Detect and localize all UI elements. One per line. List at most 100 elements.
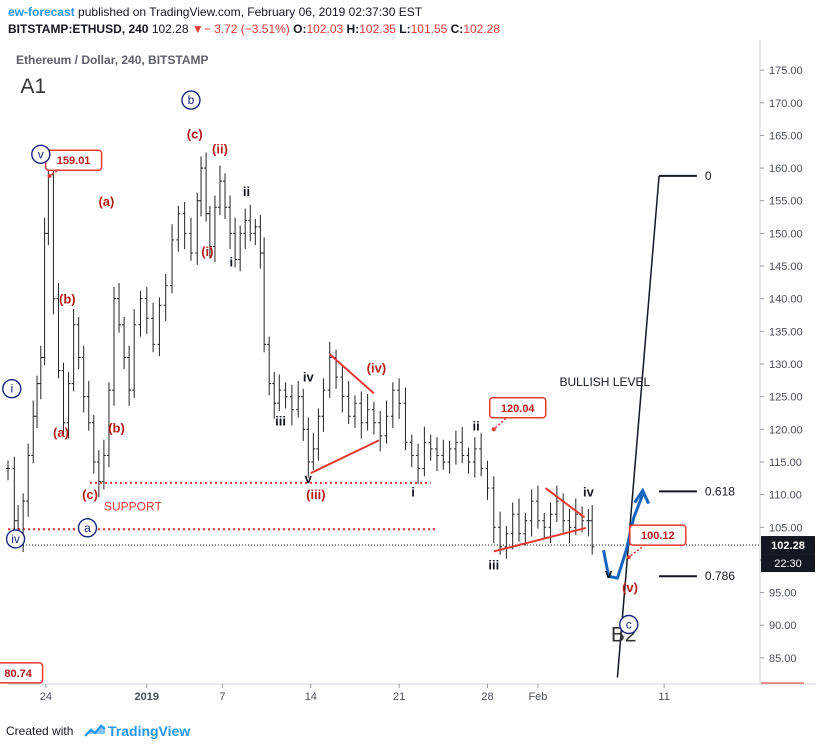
wave-label: (ii) bbox=[212, 142, 228, 157]
callout-dot bbox=[626, 555, 631, 560]
wave-label: (c) bbox=[187, 127, 203, 142]
price-callout-text: 120.04 bbox=[501, 403, 536, 415]
x-tick-label: 28 bbox=[481, 691, 493, 703]
wave-label: ii bbox=[472, 419, 479, 434]
y-tick-label: 165.00 bbox=[769, 130, 803, 142]
wave-circle bbox=[181, 90, 201, 110]
wave-label: (b) bbox=[59, 291, 76, 306]
price-chart[interactable]: Ethereum / Dollar, 240, BITSTAMP 175.00 17… bbox=[0, 40, 816, 712]
trend-line bbox=[544, 487, 586, 519]
published-text: published on TradingView.com, February 0… bbox=[78, 5, 423, 19]
y-tick-label: 125.00 bbox=[769, 392, 803, 404]
level-label: BULLISH LEVEL bbox=[559, 375, 650, 389]
wave-label: (a) bbox=[98, 194, 114, 209]
close-value: 102.28 bbox=[463, 22, 501, 36]
wave-circle bbox=[31, 144, 51, 164]
high-value: 102.35 bbox=[359, 22, 396, 36]
wave-label: iv bbox=[303, 370, 315, 385]
callout-dot bbox=[47, 173, 52, 178]
wave-label: (iv) bbox=[367, 360, 387, 375]
wave-label: c bbox=[626, 617, 632, 631]
fib-extension-line bbox=[616, 175, 660, 678]
trend-line bbox=[329, 353, 375, 395]
footer: Created with TradingView bbox=[0, 712, 816, 748]
y-tick-label: 145.00 bbox=[769, 261, 803, 273]
wave-label: v bbox=[605, 566, 613, 581]
last-price: 102.28 bbox=[151, 22, 189, 36]
wave-label: i bbox=[411, 485, 415, 500]
chart-header: ew-forecast published on TradingView.com… bbox=[0, 0, 816, 40]
price-change: − 3.72 (−3.51%) bbox=[203, 22, 290, 36]
y-tick-label: 130.00 bbox=[769, 359, 803, 371]
price-callout-text: 159.01 bbox=[57, 155, 91, 167]
fib-level-label: 0 bbox=[705, 169, 712, 183]
x-tick-label: 14 bbox=[305, 691, 317, 703]
time-badge bbox=[761, 554, 815, 573]
y-tick-label: 85.00 bbox=[769, 653, 797, 665]
close-label: C: bbox=[450, 22, 464, 36]
y-tick-label: 95.00 bbox=[769, 588, 797, 600]
price-badge bbox=[761, 536, 815, 555]
y-tick-label: 150.00 bbox=[769, 228, 803, 240]
y-tick-label: 160.00 bbox=[769, 163, 803, 175]
y-tick-label: 105.00 bbox=[769, 522, 803, 534]
wave-circle bbox=[5, 529, 26, 549]
open-value: 102.03 bbox=[306, 22, 344, 36]
symbol-name: BITSTAMP:ETHUSD, 240 bbox=[8, 22, 149, 36]
wave-label: v bbox=[305, 471, 313, 486]
tradingview-brand[interactable]: TradingView bbox=[108, 723, 191, 739]
wave-label: (v) bbox=[622, 580, 638, 595]
wave-circle bbox=[619, 614, 639, 635]
wave-label: b bbox=[188, 93, 195, 107]
time-badge-text: 22:30 bbox=[774, 558, 802, 570]
low-value: 101.55 bbox=[410, 22, 448, 36]
chart-title: Ethereum / Dollar, 240, BITSTAMP bbox=[16, 53, 209, 67]
x-tick-label: Feb bbox=[528, 691, 547, 703]
wave-label: iv bbox=[583, 485, 595, 500]
y-tick-label: 90.00 bbox=[769, 620, 797, 632]
x-tick-label: 2019 bbox=[135, 691, 159, 703]
arrow-up-icon bbox=[633, 487, 651, 505]
low-label: L: bbox=[399, 22, 411, 36]
trend-line bbox=[310, 439, 380, 474]
wave-label: (a) bbox=[53, 425, 69, 440]
high-label: H: bbox=[346, 22, 360, 36]
wave-circle bbox=[2, 379, 22, 399]
x-tick-label: 21 bbox=[393, 691, 405, 703]
x-tick-label: 11 bbox=[658, 691, 669, 703]
wave-label: (c) bbox=[82, 487, 98, 502]
wave-label: (iii) bbox=[306, 487, 326, 502]
publish-info: ew-forecast published on TradingView.com… bbox=[8, 5, 422, 19]
fib-level-label: 0.618 bbox=[705, 484, 735, 498]
wave-circle bbox=[77, 518, 98, 538]
price-callout-box bbox=[488, 397, 547, 419]
wave-label: i bbox=[10, 382, 13, 396]
fib-level-label: 0.786 bbox=[705, 569, 735, 583]
author-link[interactable]: ew-forecast bbox=[8, 5, 75, 19]
x-tick-label: 24 bbox=[40, 691, 52, 703]
y-tick-label: 140.00 bbox=[769, 294, 803, 306]
support-label: SUPPORT bbox=[104, 499, 162, 513]
projection-path bbox=[602, 494, 645, 580]
x-tick-label: 7 bbox=[219, 691, 225, 703]
wave-label: i bbox=[230, 255, 234, 270]
wave-label: ii bbox=[243, 184, 250, 199]
symbol-info: BITSTAMP:ETHUSD, 240 102.28 ▼− 3.72 (−3.… bbox=[8, 22, 500, 36]
wave-label: (i) bbox=[201, 244, 213, 259]
price-badge-text: 102.28 bbox=[771, 540, 805, 552]
price-callout-text: 80.74 bbox=[4, 668, 32, 680]
price-callout-box bbox=[629, 524, 687, 546]
wave-degree-label: A1 bbox=[20, 75, 46, 98]
y-tick-label: 120.00 bbox=[769, 424, 803, 436]
y-tick-label: 175.00 bbox=[769, 65, 803, 77]
created-with-text: Created with bbox=[6, 724, 74, 738]
wave-label: iv bbox=[11, 532, 20, 546]
callout-dot bbox=[491, 427, 496, 432]
y-tick-label: 110.00 bbox=[769, 490, 802, 502]
price-callout-box bbox=[0, 662, 44, 684]
down-arrow-icon: ▼ bbox=[191, 22, 204, 36]
y-tick-label: 115.00 bbox=[769, 457, 802, 469]
tradingview-logo-icon bbox=[84, 724, 106, 737]
y-tick-label: 170.00 bbox=[769, 98, 803, 110]
wave-label: a bbox=[84, 521, 91, 535]
